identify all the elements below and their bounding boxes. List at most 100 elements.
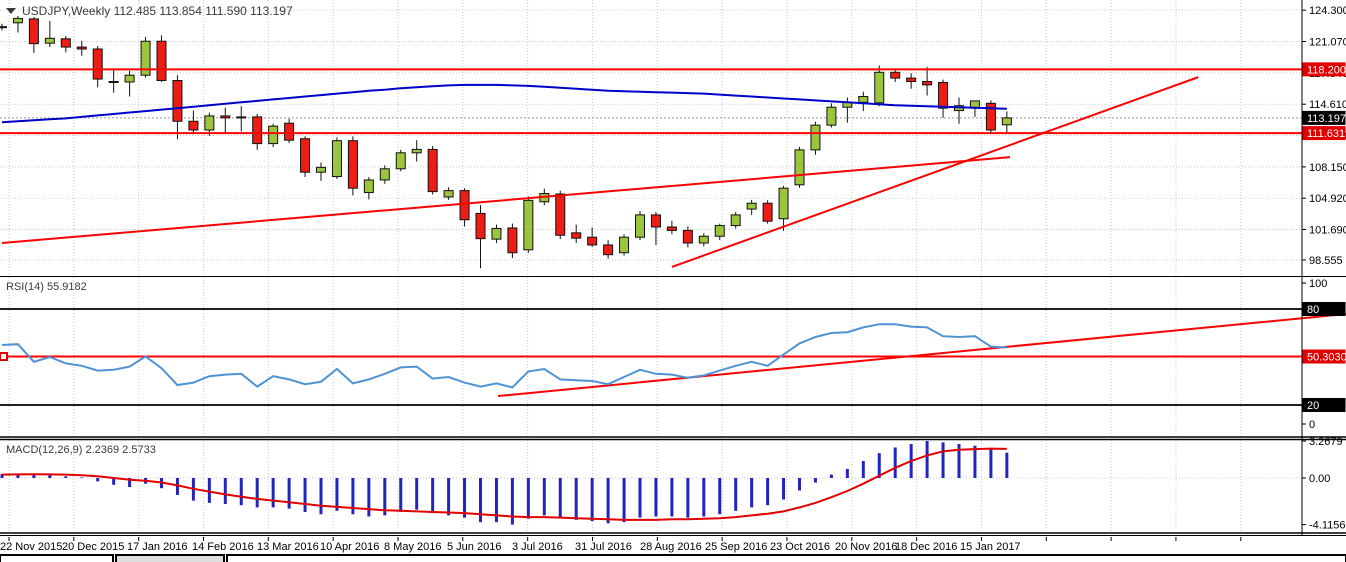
candle-body-bull — [44, 37, 55, 44]
candle-body-bear — [156, 40, 167, 82]
candle-body-bull — [858, 96, 869, 103]
candle-body-bear — [603, 244, 614, 256]
rsi-line-anchor-marker — [0, 352, 8, 362]
macd-tick-label: 0.00 — [1309, 473, 1330, 485]
rsi-trend-line — [497, 313, 1346, 398]
candle-body-bear — [666, 226, 677, 231]
date-label: 18 Dec 2016 — [895, 541, 957, 553]
rsi-tick-label: 100 — [1309, 278, 1327, 290]
macd-indicator-label: MACD(12,26,9) 2.2369 2.5733 — [6, 444, 156, 456]
support-level-badge-label: 111.631 — [1307, 128, 1345, 140]
candle-body-bull — [826, 106, 837, 126]
date-label: 22 Nov 2015 — [0, 541, 62, 553]
candle-body-bear — [172, 80, 183, 122]
candle-body-bull — [204, 115, 215, 131]
grid-layer — [0, 0, 1302, 532]
date-label: 17 Jan 2016 — [127, 541, 188, 553]
candle-body-bull — [443, 190, 454, 198]
rsi-level-badge-label: 20 — [1307, 400, 1319, 412]
pane-separators — [0, 276, 1346, 536]
candle-body-bull — [12, 17, 23, 24]
rsi-line — [1, 323, 1007, 389]
price-tick-label: 98.555 — [1309, 255, 1343, 267]
candle-body-bear — [92, 48, 103, 80]
rsi-level-badge-label: 80 — [1307, 304, 1319, 316]
candle-body-bull — [0, 26, 7, 29]
rsi-level-badge — [1302, 302, 1346, 316]
candle-body-bear — [252, 116, 263, 145]
candle-body-bull — [523, 199, 534, 251]
price-tick-label: 108.150 — [1309, 162, 1346, 174]
candle-body-bull — [698, 235, 709, 244]
candle-body-bull — [363, 179, 374, 194]
candle-body-bull — [730, 214, 741, 227]
time-axis: 22 Nov 2015 20 Dec 2015 17 Jan 2016 14 Feb … — [0, 537, 1242, 553]
price-tick-label: 121.070 — [1309, 37, 1346, 49]
symbol-dropdown-icon[interactable] — [6, 8, 16, 14]
window-tab-edge — [115, 554, 225, 562]
candle-body-bear — [300, 138, 311, 173]
candle-body-bull — [379, 168, 390, 181]
candle-body-bear — [188, 120, 199, 131]
rsi-level-badge — [1302, 398, 1346, 412]
date-label: 8 May 2016 — [384, 541, 441, 553]
candle-body-bull — [331, 140, 342, 178]
price-tick-label: 114.610 — [1309, 99, 1346, 111]
date-label: 14 Feb 2016 — [192, 541, 254, 553]
date-label: 31 Jul 2016 — [575, 541, 632, 553]
date-label: 5 Jun 2016 — [447, 541, 501, 553]
support-level-badge — [1302, 126, 1346, 141]
window-tab-edge — [226, 554, 1346, 562]
current-price-badge-label: 113.197 — [1307, 113, 1346, 125]
price-tick-label: 101.690 — [1309, 225, 1346, 237]
trend-line — [671, 76, 1199, 268]
candle-body-bear — [220, 115, 231, 119]
candle-body-bull — [236, 116, 247, 119]
candle-body-bull — [810, 124, 821, 151]
candle-body-bear — [60, 38, 71, 48]
price-axis: 124.300121.070117.840114.610111.380108.1… — [1301, 0, 1346, 536]
candle-body-bear — [650, 214, 661, 228]
rsi-line-level-badge — [1302, 349, 1346, 364]
candle-body-bear — [762, 202, 773, 222]
candle-body-bear — [475, 212, 486, 240]
date-label: 15 Jan 2017 — [960, 541, 1021, 553]
resistance-level-badge-label: 118.200 — [1307, 64, 1346, 76]
candle-body-bear — [938, 81, 949, 109]
candle-body-bear — [906, 77, 917, 82]
resistance-level-badge — [1302, 62, 1346, 77]
candle-body-bull — [1001, 117, 1012, 126]
candle-body-bear — [459, 190, 470, 221]
rsi-pane — [0, 308, 1346, 406]
price-tick-label: 104.920 — [1309, 193, 1346, 205]
date-label: 28 Aug 2016 — [640, 541, 702, 553]
date-label: 20 Nov 2016 — [835, 541, 897, 553]
candle-body-bull — [491, 227, 502, 240]
candle-body-bull — [316, 166, 326, 173]
candle-body-bear — [507, 227, 518, 254]
date-label: 10 Apr 2016 — [320, 541, 379, 553]
candle-body-bull — [746, 202, 757, 210]
macd-signal-line — [1, 447, 1007, 521]
candle-body-bull — [635, 214, 645, 238]
candle-body-bear — [108, 80, 119, 83]
date-label: 13 Mar 2016 — [257, 541, 319, 553]
candle-body-bear — [890, 71, 901, 79]
macd-tick-label: 3.2679 — [1309, 436, 1343, 448]
candle-body-bear — [985, 102, 996, 131]
candle-body-bear — [427, 148, 438, 193]
rsi-line-level-badge-label: 50.3030 — [1307, 352, 1346, 364]
current-price-badge — [1302, 110, 1346, 125]
rsi-tick-label: 0 — [1309, 419, 1315, 431]
bottom-tab-strip — [0, 554, 1346, 562]
price-pane — [0, 16, 1302, 269]
date-label: 25 Sep 2016 — [705, 541, 767, 553]
candle-body-bull — [124, 74, 135, 83]
trend-line — [1, 156, 1011, 245]
candle-body-bull — [794, 149, 805, 186]
moving-average-line — [1, 83, 1007, 124]
price-tick-label: 124.300 — [1309, 5, 1346, 17]
date-label: 3 Jul 2016 — [512, 541, 563, 553]
candle-body-bull — [411, 148, 422, 154]
